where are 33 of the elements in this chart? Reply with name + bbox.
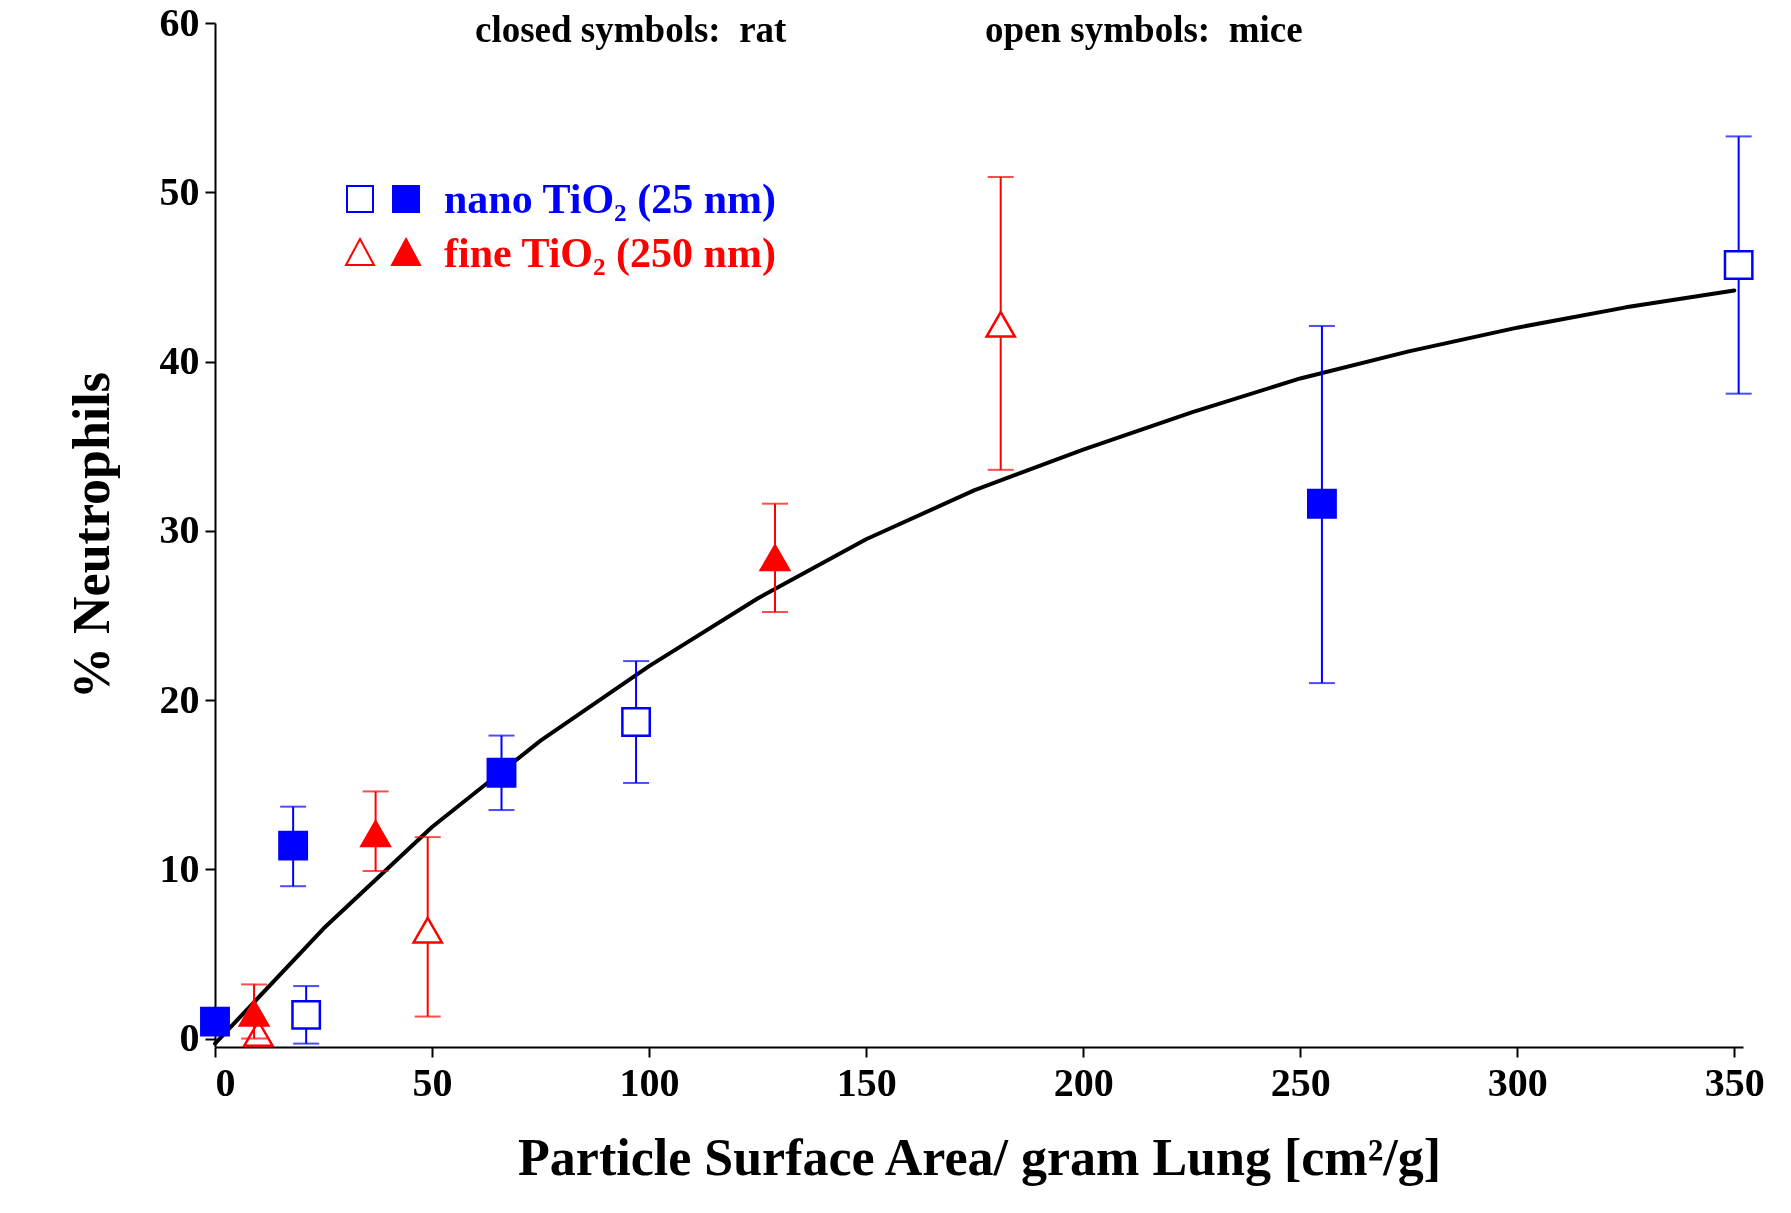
y-tick-label: 40 bbox=[159, 338, 200, 384]
x-tick-label: 0 bbox=[215, 1059, 236, 1105]
x-tick-label: 250 bbox=[1270, 1059, 1331, 1105]
point bbox=[759, 544, 791, 572]
x-tick-label: 150 bbox=[836, 1059, 897, 1105]
point bbox=[985, 310, 1017, 338]
point bbox=[238, 999, 270, 1027]
y-tick-label: 50 bbox=[159, 168, 200, 214]
annotation: closed symbols: rat bbox=[475, 8, 787, 51]
legend-label: nano TiO₂ (25 nm) bbox=[444, 175, 776, 223]
x-tick-label: 350 bbox=[1704, 1059, 1765, 1105]
y-axis-title: % Neutrophils bbox=[62, 372, 120, 699]
point bbox=[291, 999, 322, 1030]
x-tick-label: 50 bbox=[412, 1059, 453, 1105]
x-tick-label: 200 bbox=[1053, 1059, 1114, 1105]
point bbox=[1306, 488, 1337, 519]
point bbox=[621, 707, 652, 737]
x-tick-label: 300 bbox=[1487, 1059, 1548, 1105]
point bbox=[200, 1006, 230, 1037]
y-tick-label: 0 bbox=[179, 1015, 200, 1061]
legend-label: fine TiO₂ (250 nm) bbox=[444, 229, 776, 277]
point bbox=[486, 757, 517, 788]
y-tick-label: 10 bbox=[159, 845, 200, 891]
point bbox=[278, 830, 309, 861]
x-tick-label: 100 bbox=[619, 1059, 680, 1105]
y-tick-label: 30 bbox=[159, 507, 200, 553]
point bbox=[360, 820, 392, 848]
y-tick-label: 20 bbox=[159, 676, 200, 722]
annotation: open symbols: mice bbox=[985, 8, 1303, 51]
point bbox=[1723, 250, 1754, 280]
point bbox=[412, 916, 444, 944]
y-tick-label: 60 bbox=[159, 0, 200, 45]
x-axis-title: Particle Surface Area/ gram Lung [cm²/g] bbox=[518, 1128, 1441, 1186]
